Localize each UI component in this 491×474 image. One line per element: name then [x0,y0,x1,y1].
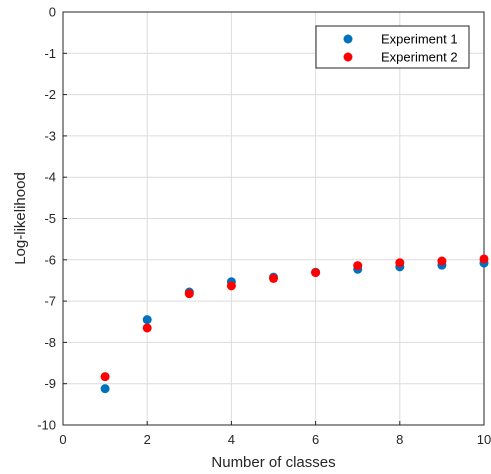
y-tick-label: -5 [44,211,56,226]
data-point-experiment-1 [142,315,152,325]
y-axis-ticks: 0 -1 -2 -3 -4 -5 -6 -7 -8 -9 -10 [37,5,67,433]
data-point-experiment-2 [100,372,110,382]
x-tick-label: 2 [144,432,151,447]
y-tick-label: -9 [44,376,56,391]
x-tick-label: 8 [396,432,403,447]
data-point-experiment-2 [353,261,363,271]
y-tick-label: -2 [44,87,56,102]
data-point-experiment-2 [395,258,405,268]
legend-label-experiment-2: Experiment 2 [381,50,458,65]
legend: Experiment 1 Experiment 2 [315,25,470,69]
data-point-experiment-2 [142,323,152,333]
y-tick-label: -8 [44,335,56,350]
y-tick-label: -6 [44,252,56,267]
data-point-experiment-2 [269,273,278,283]
data-point-experiment-2 [437,256,447,266]
x-axis-label: Number of classes [211,454,335,471]
legend-label-experiment-1: Experiment 1 [381,32,458,47]
legend-marker-experiment-2 [343,52,353,62]
x-tick-label: 6 [312,432,319,447]
x-axis-ticks: 0 2 4 6 8 10 [59,421,491,447]
y-tick-label: 0 [49,5,56,20]
y-tick-label: -1 [44,46,56,61]
data-point-experiment-2 [226,281,236,291]
y-tick-label: -3 [44,128,56,143]
y-tick-label: -7 [44,294,56,309]
x-tick-label: 0 [59,432,66,447]
data-point-experiment-2 [184,289,194,299]
legend-box [315,25,470,69]
legend-marker-experiment-1 [343,34,353,44]
x-tick-label: 10 [477,432,491,447]
data-point-experiment-2 [479,254,489,264]
data-point-experiment-1 [100,384,110,394]
y-tick-label: -4 [44,170,56,185]
grid-lines [62,11,485,426]
y-axis-label: Log-likelihood [12,172,29,265]
data-points [100,254,489,394]
data-point-experiment-2 [311,268,321,278]
x-tick-label: 4 [228,432,235,447]
y-tick-label: -10 [37,418,56,433]
